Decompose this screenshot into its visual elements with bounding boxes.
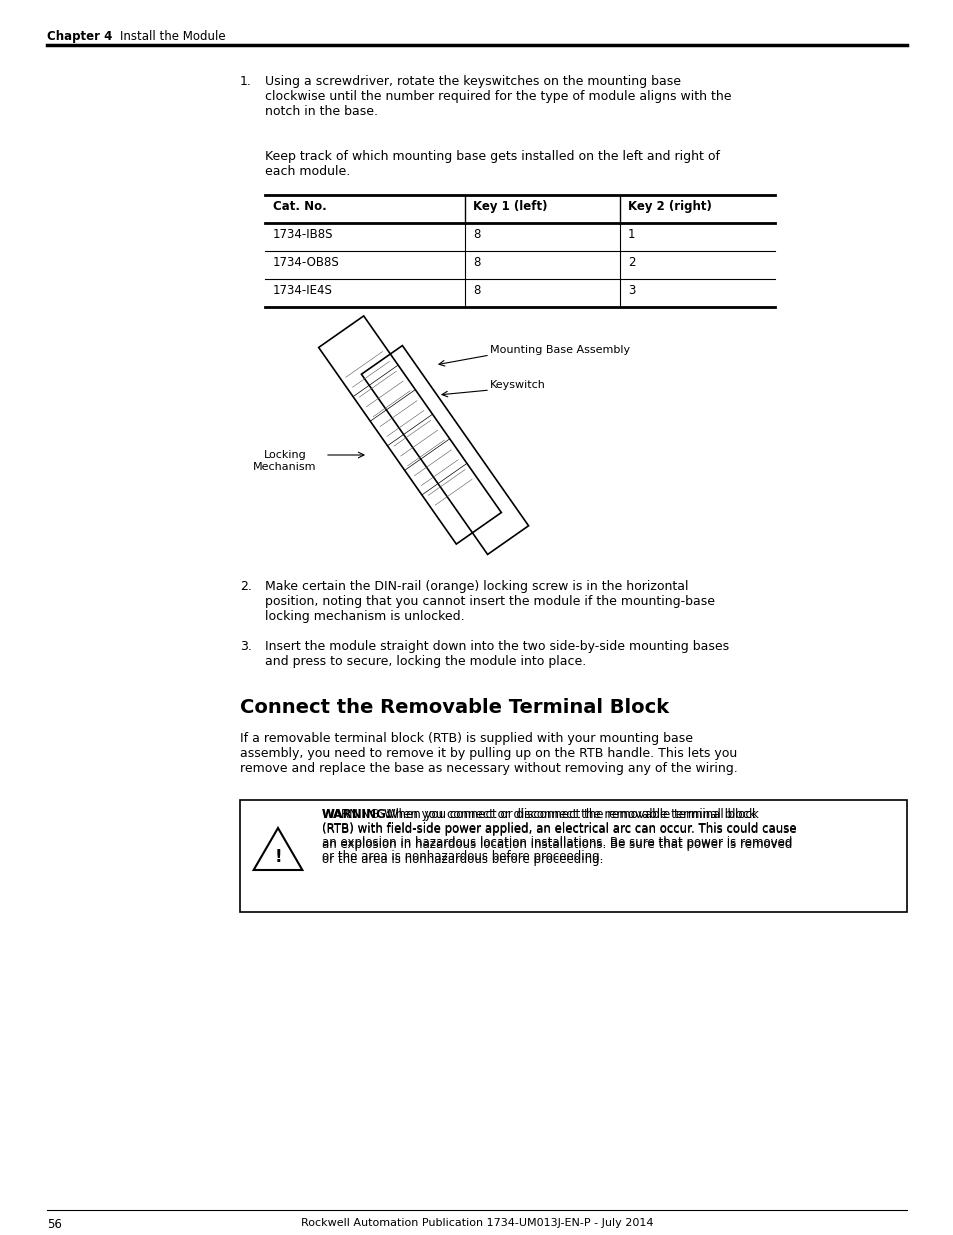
- Text: 2.: 2.: [240, 580, 252, 593]
- Text: 8: 8: [473, 228, 480, 241]
- Text: If a removable terminal block (RTB) is supplied with your mounting base
assembly: If a removable terminal block (RTB) is s…: [240, 732, 737, 776]
- Text: Key 1 (left): Key 1 (left): [473, 200, 547, 212]
- Text: 56: 56: [47, 1218, 62, 1231]
- FancyBboxPatch shape: [240, 800, 906, 911]
- Text: (RTB) with field-side power applied, an electrical arc can occur. This could cau: (RTB) with field-side power applied, an …: [322, 823, 796, 835]
- Text: Cat. No.: Cat. No.: [273, 200, 327, 212]
- Text: 1734-OB8S: 1734-OB8S: [273, 256, 339, 269]
- Text: 1734-IB8S: 1734-IB8S: [273, 228, 334, 241]
- Text: Rockwell Automation Publication 1734-UM013J-EN-P - July 2014: Rockwell Automation Publication 1734-UM0…: [300, 1218, 653, 1228]
- Text: Insert the module straight down into the two side-by-side mounting bases
and pre: Insert the module straight down into the…: [265, 640, 728, 668]
- Text: Chapter 4: Chapter 4: [47, 30, 112, 43]
- Text: an explosion in hazardous location installations. Be sure that power is removed: an explosion in hazardous location insta…: [322, 836, 792, 848]
- Text: Key 2 (right): Key 2 (right): [627, 200, 711, 212]
- Text: 2: 2: [627, 256, 635, 269]
- Text: 3: 3: [627, 284, 635, 296]
- Text: !: !: [274, 848, 281, 866]
- Text: 1: 1: [627, 228, 635, 241]
- Text: 3.: 3.: [240, 640, 252, 653]
- Text: Mounting Base Assembly: Mounting Base Assembly: [490, 345, 630, 354]
- Text: Connect the Removable Terminal Block: Connect the Removable Terminal Block: [240, 698, 668, 718]
- Text: WARNING: When you connect or disconnect the removable terminal block
(RTB) with : WARNING: When you connect or disconnect …: [322, 808, 796, 866]
- Text: Keyswitch: Keyswitch: [490, 380, 545, 390]
- Text: or the area is nonhazardous before proceeding.: or the area is nonhazardous before proce…: [322, 850, 602, 863]
- Text: Using a screwdriver, rotate the keyswitches on the mounting base
clockwise until: Using a screwdriver, rotate the keyswitc…: [265, 75, 731, 119]
- Text: 1734-IE4S: 1734-IE4S: [273, 284, 333, 296]
- Text: Install the Module: Install the Module: [120, 30, 226, 43]
- Text: 1.: 1.: [240, 75, 252, 88]
- Polygon shape: [253, 827, 302, 869]
- Text: WARNING:: WARNING:: [322, 808, 392, 821]
- Text: Make certain the DIN-rail (orange) locking screw is in the horizontal
position, : Make certain the DIN-rail (orange) locki…: [265, 580, 714, 622]
- Text: Locking
Mechanism: Locking Mechanism: [253, 450, 316, 472]
- Text: 8: 8: [473, 284, 480, 296]
- Text: 8: 8: [473, 256, 480, 269]
- Text: Keep track of which mounting base gets installed on the left and right of
each m: Keep track of which mounting base gets i…: [265, 149, 720, 178]
- Text: When you connect or disconnect the removable terminal block: When you connect or disconnect the remov…: [384, 808, 755, 821]
